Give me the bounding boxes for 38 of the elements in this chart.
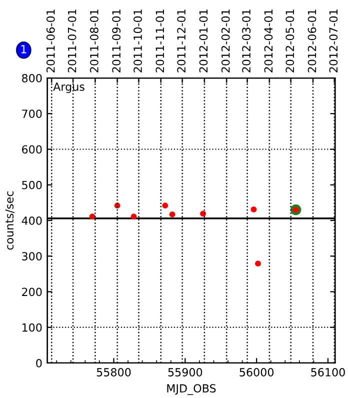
y-tick-label: 300 (22, 252, 42, 260)
x2-tick-label: 2012-02-01 (221, 10, 230, 72)
x2-tick-label: 2012-03-01 (242, 10, 251, 72)
x2-tick-label: 2011-12-01 (177, 10, 186, 72)
x2-tick-label: 2011-08-01 (90, 10, 98, 72)
x2-tick-label: 2011-10-01 (134, 10, 142, 72)
y-tick-label: 500 (22, 180, 42, 190)
x2-tick-label: 2012-07-01 (329, 10, 338, 72)
point (200, 210, 206, 217)
x-tick-label: 55800 (96, 368, 131, 376)
point (162, 202, 168, 208)
point (89, 214, 96, 220)
x-tick-label: 56000 (240, 368, 274, 376)
point (250, 206, 257, 212)
x2-tick-label: 2011-09-01 (112, 10, 121, 72)
y-tick-label: 400 (22, 216, 42, 225)
x2-tick-label: 2012-05-01 (286, 10, 294, 72)
point (130, 214, 137, 220)
x2-tick-label: 2012-01-01 (199, 10, 208, 72)
y-tick-label: 200 (22, 288, 42, 296)
text: 1 (21, 45, 26, 54)
y-axis-title: counts/sec (5, 191, 14, 250)
point (169, 211, 176, 218)
y-tick-label: 0 (36, 358, 42, 368)
point (255, 260, 261, 267)
x-axis-title: MJD_OBS (167, 384, 216, 396)
x2-tick-label: 2011-06-01 (46, 10, 55, 72)
x2-tick-label: 2011-07-01 (68, 10, 76, 72)
x2-tick-label: 2012-06-01 (308, 10, 316, 72)
x-tick-label: 56100 (311, 368, 345, 376)
x2-tick-label: 2011-11-01 (156, 10, 164, 72)
y-tick-label: 100 (22, 323, 42, 332)
y-tick-label: 800 (22, 74, 42, 82)
x2-tick-label: 2012-04-01 (264, 10, 273, 72)
annotation: Argus (53, 82, 84, 94)
y-tick-label: 700 (22, 110, 42, 118)
y-tick-label: 600 (22, 145, 42, 154)
x-tick-label: 55900 (168, 368, 202, 376)
